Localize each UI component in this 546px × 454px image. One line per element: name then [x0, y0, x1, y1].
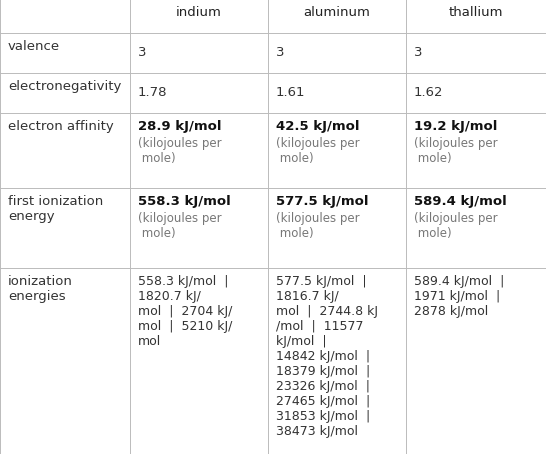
- Text: 42.5 kJ/mol: 42.5 kJ/mol: [276, 120, 359, 133]
- Text: 1.62: 1.62: [414, 87, 443, 99]
- Text: (kilojoules per
 mole): (kilojoules per mole): [138, 137, 222, 165]
- Text: 577.5 kJ/mol  |
1816.7 kJ/
mol  |  2744.8 kJ
/mol  |  11577
kJ/mol  |
14842 kJ/m: 577.5 kJ/mol | 1816.7 kJ/ mol | 2744.8 k…: [276, 275, 378, 438]
- Text: electronegativity: electronegativity: [8, 80, 121, 93]
- Text: ionization
energies: ionization energies: [8, 275, 73, 303]
- Text: 577.5 kJ/mol: 577.5 kJ/mol: [276, 195, 369, 208]
- Text: electron affinity: electron affinity: [8, 120, 114, 133]
- Text: aluminum: aluminum: [304, 5, 370, 19]
- Text: (kilojoules per
 mole): (kilojoules per mole): [276, 212, 360, 240]
- Text: 3: 3: [138, 46, 146, 59]
- Text: (kilojoules per
 mole): (kilojoules per mole): [138, 212, 222, 240]
- Text: (kilojoules per
 mole): (kilojoules per mole): [276, 137, 360, 165]
- Text: 28.9 kJ/mol: 28.9 kJ/mol: [138, 120, 222, 133]
- Text: 1.78: 1.78: [138, 87, 168, 99]
- Text: 589.4 kJ/mol  |
1971 kJ/mol  |
2878 kJ/mol: 589.4 kJ/mol | 1971 kJ/mol | 2878 kJ/mol: [414, 275, 505, 318]
- Text: (kilojoules per
 mole): (kilojoules per mole): [414, 212, 497, 240]
- Text: 589.4 kJ/mol: 589.4 kJ/mol: [414, 195, 507, 208]
- Text: 558.3 kJ/mol  |
1820.7 kJ/
mol  |  2704 kJ/
mol  |  5210 kJ/
mol: 558.3 kJ/mol | 1820.7 kJ/ mol | 2704 kJ/…: [138, 275, 233, 348]
- Text: 558.3 kJ/mol: 558.3 kJ/mol: [138, 195, 231, 208]
- Text: valence: valence: [8, 40, 60, 53]
- Text: indium: indium: [176, 5, 222, 19]
- Text: (kilojoules per
 mole): (kilojoules per mole): [414, 137, 497, 165]
- Text: 3: 3: [276, 46, 284, 59]
- Text: 19.2 kJ/mol: 19.2 kJ/mol: [414, 120, 497, 133]
- Text: 3: 3: [414, 46, 423, 59]
- Text: 1.61: 1.61: [276, 87, 306, 99]
- Text: first ionization
energy: first ionization energy: [8, 195, 103, 223]
- Text: thallium: thallium: [449, 5, 503, 19]
